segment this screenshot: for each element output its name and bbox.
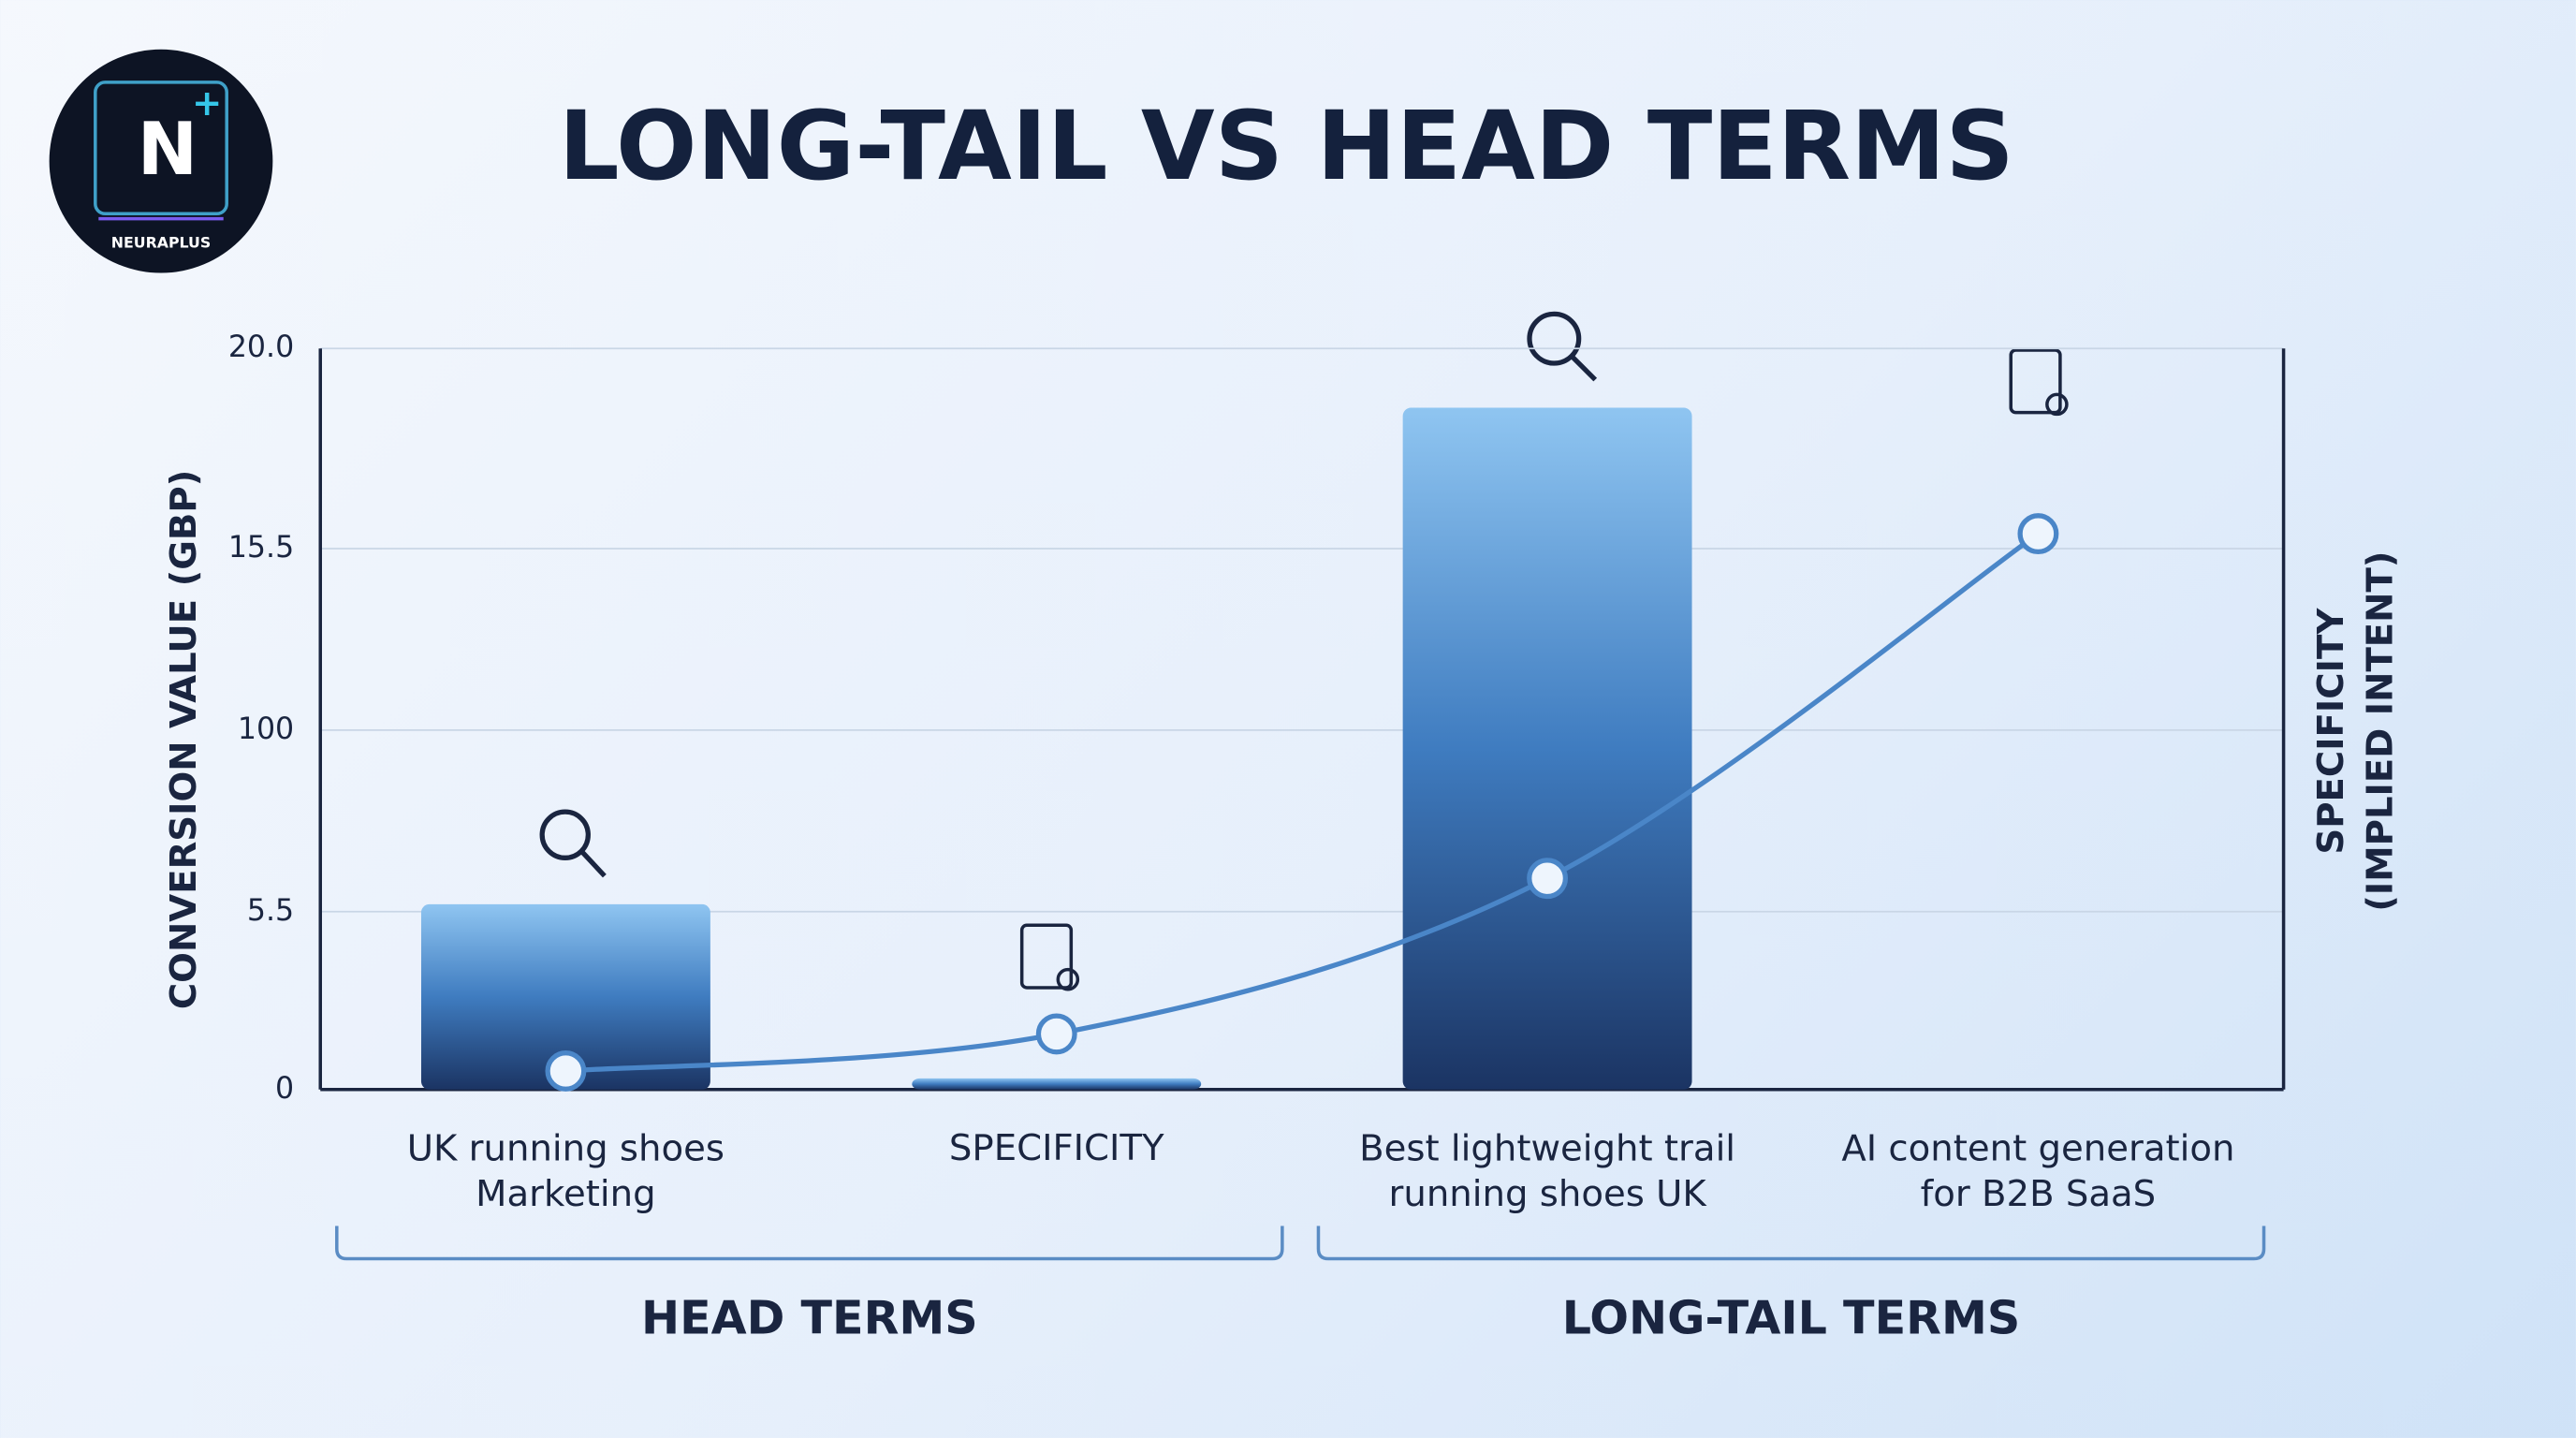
- bar: [420, 903, 710, 1090]
- logo: N + NEURAPLUS: [49, 49, 273, 273]
- x-tick-label: AI content generation for B2B SaaS: [1841, 1127, 2234, 1214]
- group-bracket: [1316, 1225, 2266, 1261]
- clipboard-icon: [1019, 348, 2069, 991]
- x-tick-label: UK running shoes Marketing: [407, 1127, 724, 1214]
- y-tick-label: 15.5: [228, 531, 294, 565]
- y-tick-label: 100: [238, 712, 294, 746]
- line-marker: [1527, 858, 1569, 900]
- x-tick-label: Best lightweight trail running shoes UK: [1359, 1127, 1735, 1214]
- y2-axis-label: SPECIFICITY (IMPLIED INTENT): [2310, 551, 2401, 912]
- bar: [1402, 407, 1692, 1090]
- search-icon: [539, 311, 1598, 878]
- specificity-line: [565, 531, 2040, 1074]
- x-tick-label: SPECIFICITY: [949, 1127, 1164, 1169]
- logo-plus: +: [192, 82, 222, 125]
- y-tick-label: 20.0: [228, 330, 294, 364]
- logo-name: NEURAPLUS: [111, 233, 211, 251]
- line-marker: [1035, 1013, 1077, 1055]
- line-marker: [2017, 513, 2059, 555]
- group-bracket: [335, 1225, 1284, 1261]
- y-axis-label: CONVERSION VALUE (GBP): [163, 470, 205, 1009]
- y-tick-label: 0: [275, 1072, 294, 1106]
- y-tick-label: 5.5: [247, 894, 294, 928]
- group-label: HEAD TERMS: [641, 1291, 978, 1345]
- logo-letter: N: [138, 108, 198, 192]
- line-marker: [545, 1050, 587, 1092]
- bar: [912, 1078, 1202, 1090]
- group-label: LONG-TAIL TERMS: [1562, 1291, 2020, 1345]
- chart-title: LONG-TAIL VS HEAD TERMS: [559, 92, 2014, 202]
